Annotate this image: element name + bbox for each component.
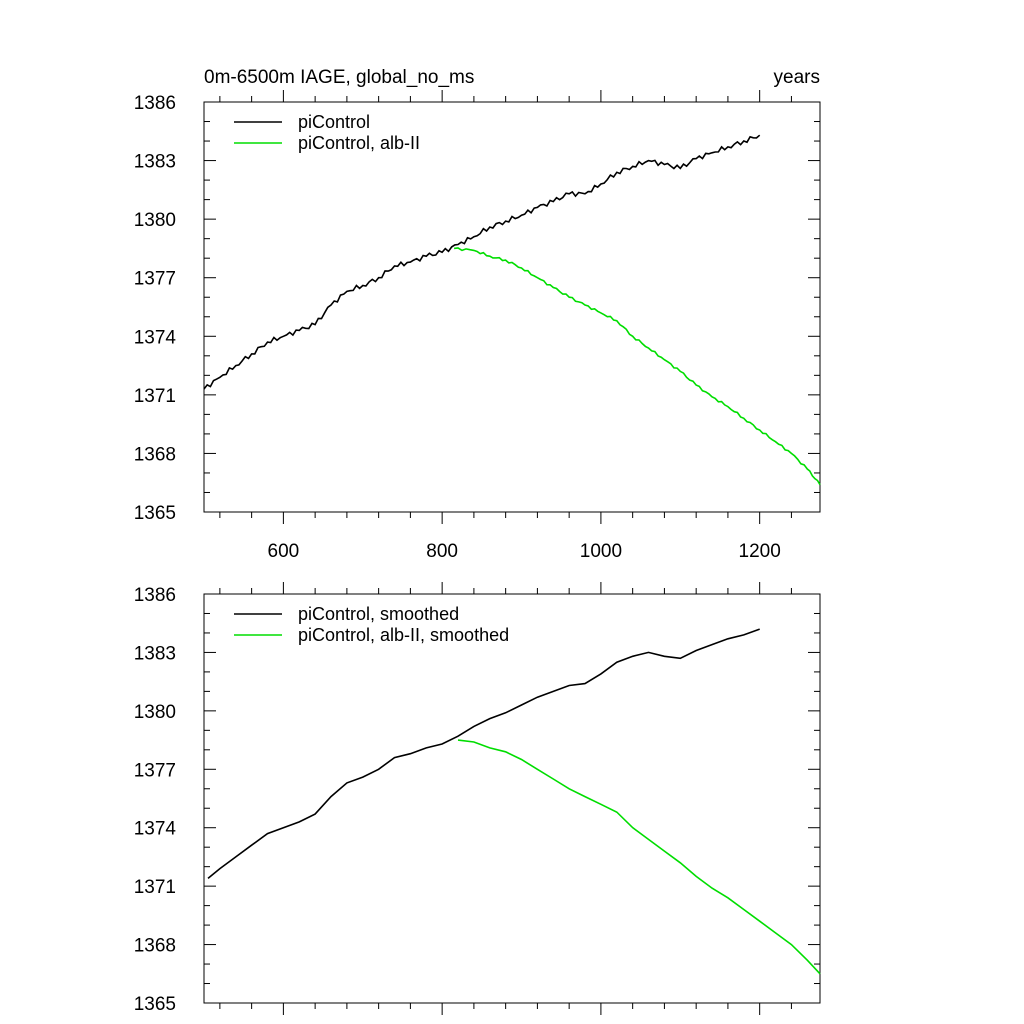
y-tick-label: 1371 <box>134 386 176 407</box>
series-line-picontrol <box>203 134 761 390</box>
legend-label: piControl, smoothed <box>298 604 459 624</box>
series-line-picontrol <box>207 628 760 880</box>
y-tick-label: 1386 <box>134 585 176 606</box>
plot-frame <box>203 593 821 1004</box>
y-tick-label: 1368 <box>134 936 176 957</box>
chart-title: 0m-6500m IAGE, global_no_ms <box>204 67 474 88</box>
y-tick-label: 1386 <box>134 93 176 114</box>
x-tick-label: 1000 <box>580 541 622 562</box>
units-label: years <box>774 67 820 88</box>
x-tick-label: 600 <box>268 541 300 562</box>
x-tick-label: 800 <box>426 541 458 562</box>
y-tick-label: 1365 <box>134 503 176 524</box>
smoothed-panel: 1365 1368 1371 1374 1377 1380 1383 1386 piContro… <box>134 582 821 1015</box>
series-line-alb-ii <box>457 739 821 975</box>
series-line-alb-ii <box>453 247 821 486</box>
y-tick-label: 1380 <box>134 702 176 723</box>
y-tick-label: 1365 <box>134 994 176 1015</box>
plot-frame <box>203 101 821 513</box>
raw-panel: 1365 1368 1371 1374 1377 1380 1383 1386 600 800 10… <box>134 90 821 562</box>
x-tick-label: 1200 <box>739 541 781 562</box>
y-tick-label: 1374 <box>134 327 177 348</box>
y-tick-label: 1371 <box>134 877 176 898</box>
y-tick-label: 1380 <box>134 210 176 231</box>
y-tick-label: 1377 <box>134 760 176 781</box>
y-tick-label: 1374 <box>134 819 177 840</box>
legend-label: piControl, alb-II <box>298 133 420 153</box>
legend-label: piControl, alb-II, smoothed <box>298 625 509 645</box>
y-tick-label: 1383 <box>134 152 176 173</box>
y-tick-label: 1368 <box>134 444 176 465</box>
y-tick-label: 1377 <box>134 269 176 290</box>
y-tick-label: 1383 <box>134 643 176 664</box>
legend-label: piControl <box>298 112 370 132</box>
